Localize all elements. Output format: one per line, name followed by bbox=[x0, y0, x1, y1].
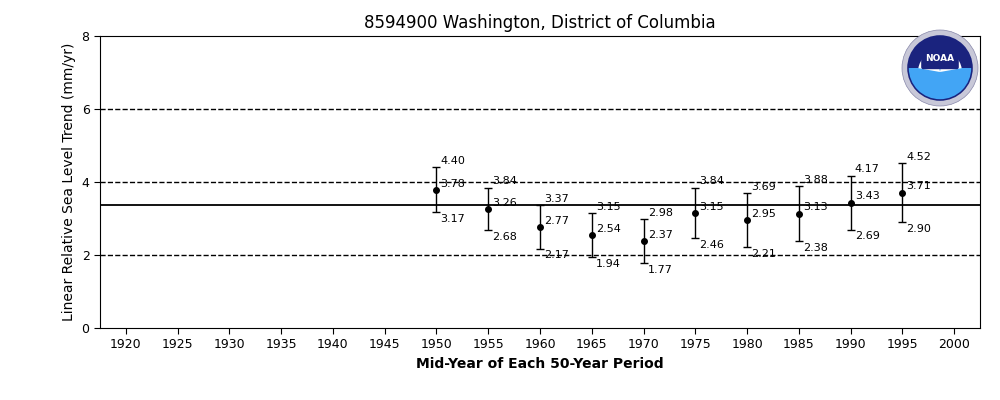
Text: 1.77: 1.77 bbox=[648, 265, 673, 275]
Text: 3.84: 3.84 bbox=[699, 176, 724, 186]
Wedge shape bbox=[918, 50, 940, 72]
Text: 2.17: 2.17 bbox=[544, 250, 569, 260]
Text: 3.43: 3.43 bbox=[855, 192, 880, 202]
Text: 2.46: 2.46 bbox=[699, 240, 724, 250]
Circle shape bbox=[907, 35, 973, 101]
Text: NOAA: NOAA bbox=[925, 54, 955, 63]
Text: 2.77: 2.77 bbox=[544, 216, 569, 226]
Text: 3.84: 3.84 bbox=[492, 176, 517, 186]
Text: 2.69: 2.69 bbox=[855, 231, 880, 241]
Wedge shape bbox=[909, 68, 971, 99]
Wedge shape bbox=[940, 50, 962, 72]
Text: 2.38: 2.38 bbox=[803, 242, 828, 252]
Text: 3.15: 3.15 bbox=[699, 202, 724, 212]
Text: 3.26: 3.26 bbox=[492, 198, 517, 208]
FancyBboxPatch shape bbox=[921, 48, 959, 69]
Text: 3.88: 3.88 bbox=[803, 175, 828, 185]
Text: 3.15: 3.15 bbox=[596, 202, 621, 212]
Y-axis label: Linear Relative Sea Level Trend (mm/yr): Linear Relative Sea Level Trend (mm/yr) bbox=[62, 43, 76, 321]
Text: 2.95: 2.95 bbox=[751, 209, 776, 219]
Text: 2.37: 2.37 bbox=[648, 230, 673, 240]
Text: 3.69: 3.69 bbox=[751, 182, 776, 192]
Text: 2.90: 2.90 bbox=[907, 224, 931, 234]
Text: 2.54: 2.54 bbox=[596, 224, 621, 234]
Text: 3.78: 3.78 bbox=[441, 179, 466, 189]
Text: 2.68: 2.68 bbox=[492, 232, 517, 242]
Text: 4.52: 4.52 bbox=[907, 152, 931, 162]
Text: 3.17: 3.17 bbox=[441, 214, 465, 224]
Text: 2.98: 2.98 bbox=[648, 208, 673, 218]
Text: 3.13: 3.13 bbox=[803, 202, 828, 212]
Text: 3.37: 3.37 bbox=[544, 194, 569, 204]
Title: 8594900 Washington, District of Columbia: 8594900 Washington, District of Columbia bbox=[364, 14, 716, 32]
X-axis label: Mid-Year of Each 50-Year Period: Mid-Year of Each 50-Year Period bbox=[416, 357, 664, 371]
Text: 4.17: 4.17 bbox=[855, 164, 880, 174]
Text: 1.94: 1.94 bbox=[596, 258, 621, 268]
Circle shape bbox=[902, 30, 978, 106]
Text: 4.40: 4.40 bbox=[441, 156, 466, 166]
Text: 3.71: 3.71 bbox=[907, 181, 931, 191]
Text: 2.21: 2.21 bbox=[751, 249, 776, 259]
